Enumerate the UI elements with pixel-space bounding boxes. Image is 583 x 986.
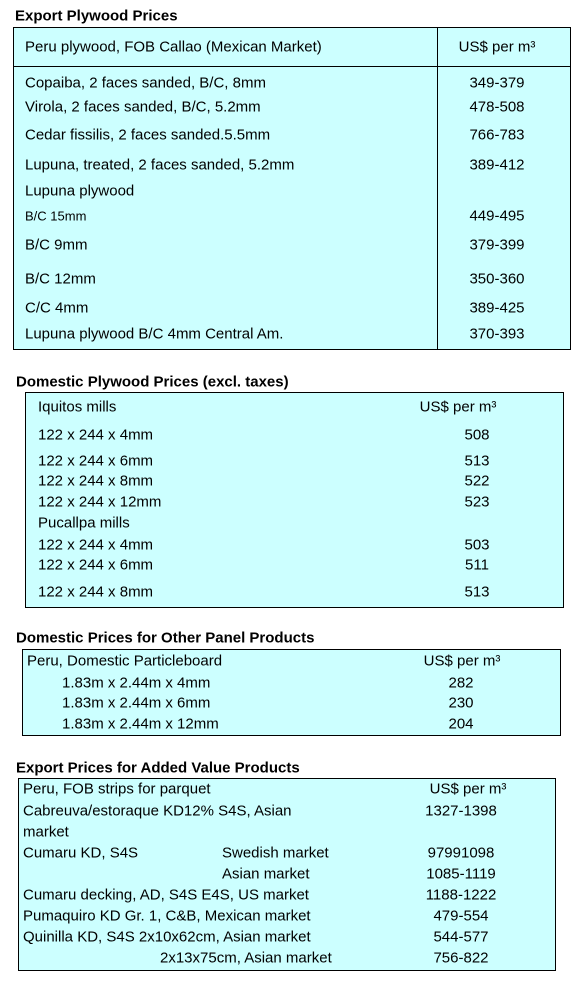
row-label: 122 x 244 x 4mm (38, 536, 154, 554)
row-price: 766-783 (469, 126, 525, 144)
row-price: 204 (448, 715, 474, 733)
row-price: 350-360 (469, 270, 525, 288)
row-label: 1.83m x 2.44m x 4mm (62, 674, 211, 692)
row-label: 1.83m x 2.44m x 12mm (62, 715, 219, 733)
row-label: Virola, 2 faces sanded, B/C, 5.2mm (25, 98, 261, 116)
row-label: 122 x 244 x 8mm (38, 472, 154, 490)
row-label: 122 x 244 x 6mm (38, 452, 154, 470)
row-label: B/C 15mm (25, 208, 87, 224)
row-label: B/C 12mm (25, 270, 96, 288)
row-price: 523 (464, 493, 490, 511)
row-label: Pucallpa mills (38, 514, 130, 532)
row-price: 97991098 (427, 844, 495, 862)
row-price: 513 (464, 452, 490, 470)
row-price: 282 (448, 674, 474, 692)
row-label: 122 x 244 x 6mm (38, 556, 154, 574)
row-price: 389-425 (469, 299, 525, 317)
table-box (13, 27, 571, 350)
header-unit: US$ per m³ (458, 38, 536, 56)
row-price: 1188-1222 (425, 886, 497, 904)
row-label: 122 x 244 x 12mm (38, 493, 162, 511)
row-price: 478-508 (469, 98, 525, 116)
row-price: 230 (448, 694, 474, 712)
row-label: Cabreuva/estoraque KD12% S4S, Asian (23, 802, 292, 820)
header-unit: US$ per m³ (419, 398, 497, 416)
row-label: Cumaru KD, S4S (23, 844, 139, 862)
row-label: Copaiba, 2 faces sanded, B/C, 8mm (25, 74, 266, 92)
row-price: 1327-1398 (425, 802, 497, 820)
table-box (22, 649, 561, 736)
row-market: Swedish market (222, 844, 329, 862)
section-title: Export Prices for Added Value Products (16, 759, 300, 777)
row-price: 389-412 (469, 156, 525, 174)
section-title: Domestic Prices for Other Panel Products (16, 629, 315, 647)
row-price: 349-379 (469, 74, 525, 92)
header-unit: US$ per m³ (423, 652, 501, 670)
row-label: Lupuna, treated, 2 faces sanded, 5.2mm (25, 156, 295, 174)
row-price: 503 (464, 536, 490, 554)
row-label: C/C 4mm (25, 299, 89, 317)
header-unit: US$ per m³ (429, 780, 507, 798)
row-label: Lupuna plywood (25, 182, 135, 200)
column-divider (437, 27, 438, 350)
row-price: 508 (464, 426, 490, 444)
row-label: Cumaru decking, AD, S4S E4S, US market (23, 886, 309, 904)
row-label: B/C 9mm (25, 236, 88, 254)
table-box (18, 778, 556, 971)
section-title: Export Plywood Prices (15, 7, 178, 25)
row-price: 379-399 (469, 236, 525, 254)
row-label: Asian market (222, 865, 310, 883)
header-label: Iquitos mills (38, 398, 117, 416)
row-label: Pumaquiro KD Gr. 1, C&B, Mexican market (23, 907, 311, 925)
table-box (25, 392, 564, 608)
row-price: 756-822 (433, 949, 489, 967)
row-label: 122 x 244 x 8mm (38, 583, 154, 601)
header-label: Peru plywood, FOB Callao (Mexican Market… (25, 38, 322, 56)
header-label: Peru, Domestic Particleboard (27, 652, 223, 670)
header-divider (13, 66, 571, 67)
row-label: Quinilla KD, S4S 2x10x62cm, Asian market (23, 928, 311, 946)
row-label: market (23, 823, 69, 841)
row-price: 370-393 (469, 325, 525, 343)
row-price: 511 (465, 556, 489, 574)
row-price: 522 (464, 472, 490, 490)
row-label: 2x13x75cm, Asian market (160, 949, 332, 967)
row-price: 449-495 (469, 207, 525, 225)
row-price: 513 (464, 583, 490, 601)
section-title: Domestic Plywood Prices (excl. taxes) (16, 373, 289, 391)
row-label: Cedar fissilis, 2 faces sanded.5.5mm (25, 126, 271, 144)
row-label: 1.83m x 2.44m x 6mm (62, 694, 211, 712)
row-price: 544-577 (433, 928, 489, 946)
row-label: 122 x 244 x 4mm (38, 426, 154, 444)
row-label: Lupuna plywood B/C 4mm Central Am. (25, 325, 284, 343)
row-price: 1085-1119 (426, 865, 496, 883)
row-price: 479-554 (433, 907, 489, 925)
header-label: Peru, FOB strips for parquet (23, 780, 211, 798)
